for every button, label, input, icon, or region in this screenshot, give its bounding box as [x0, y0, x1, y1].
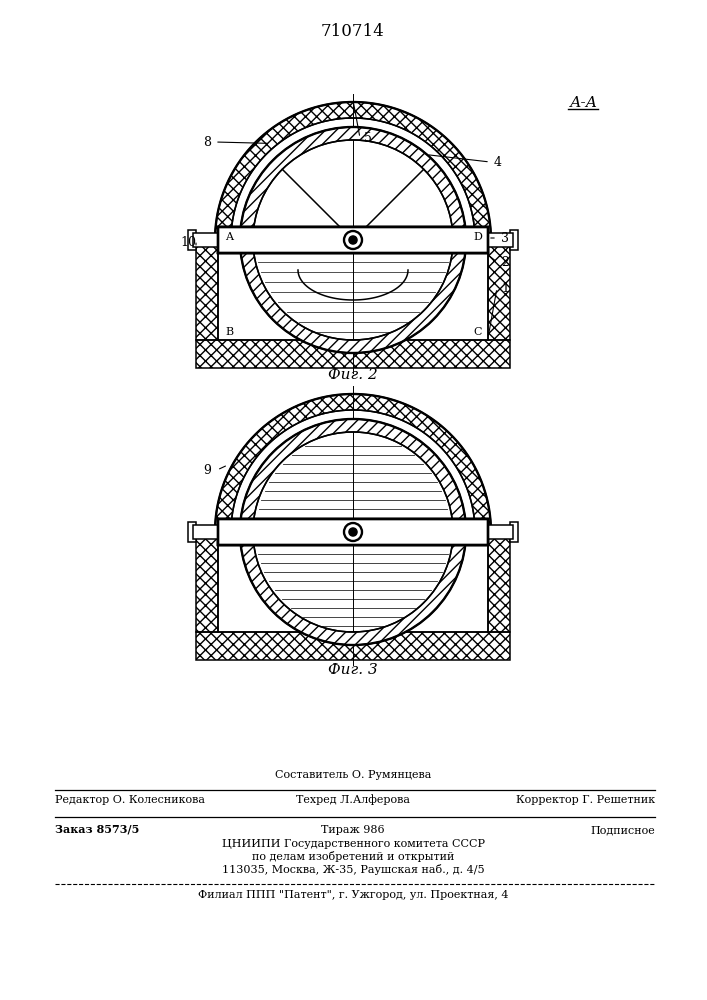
- Bar: [218, 227, 488, 253]
- Text: А-А: А-А: [570, 96, 598, 110]
- Bar: [188, 522, 196, 542]
- Bar: [193, 525, 221, 539]
- Text: по делам изобретений и открытий: по делам изобретений и открытий: [252, 851, 454, 862]
- Bar: [196, 240, 218, 340]
- Bar: [218, 230, 226, 250]
- Bar: [488, 240, 510, 340]
- Bar: [218, 227, 488, 253]
- Circle shape: [349, 528, 357, 536]
- Text: 1: 1: [501, 282, 509, 294]
- Text: 9: 9: [203, 464, 211, 477]
- Text: Заказ 8573/5: Заказ 8573/5: [55, 824, 139, 835]
- Bar: [510, 230, 518, 250]
- Bar: [480, 230, 488, 250]
- Text: ЦНИИПИ Государственного комитета СССР: ЦНИИПИ Государственного комитета СССР: [221, 839, 484, 849]
- Text: 113035, Москва, Ж-35, Раушская наб., д. 4/5: 113035, Москва, Ж-35, Раушская наб., д. …: [222, 864, 484, 875]
- Text: B: B: [225, 327, 233, 337]
- Circle shape: [349, 236, 357, 244]
- Bar: [480, 522, 488, 542]
- Text: Подписное: Подписное: [590, 825, 655, 835]
- Bar: [193, 233, 221, 247]
- Bar: [488, 532, 510, 632]
- Text: C: C: [473, 327, 481, 337]
- Text: Тираж 986: Тираж 986: [321, 825, 385, 835]
- Text: Составитель О. Румянцева: Составитель О. Румянцева: [275, 770, 431, 780]
- Text: Филиал ППП "Патент", г. Ужгород, ул. Проектная, 4: Филиал ППП "Патент", г. Ужгород, ул. Про…: [198, 890, 508, 900]
- Text: 710714: 710714: [321, 23, 385, 40]
- Bar: [218, 227, 488, 253]
- Bar: [196, 532, 218, 632]
- Circle shape: [344, 523, 362, 541]
- Bar: [485, 233, 513, 247]
- Circle shape: [344, 231, 362, 249]
- Bar: [218, 519, 488, 545]
- Polygon shape: [240, 127, 466, 353]
- Bar: [196, 632, 510, 660]
- Text: Техред Л.Алферова: Техред Л.Алферова: [296, 794, 410, 805]
- Bar: [218, 519, 488, 545]
- Text: 10: 10: [180, 236, 196, 249]
- Text: 2: 2: [501, 255, 509, 268]
- Bar: [218, 519, 488, 545]
- Bar: [218, 240, 488, 340]
- Bar: [196, 340, 510, 368]
- Bar: [218, 227, 488, 253]
- Text: A: A: [225, 232, 233, 242]
- Text: D: D: [473, 232, 482, 242]
- Text: 5: 5: [364, 131, 372, 144]
- Bar: [218, 522, 226, 542]
- Text: Фиг. 3: Фиг. 3: [328, 663, 378, 677]
- Text: Корректор Г. Решетник: Корректор Г. Решетник: [516, 795, 655, 805]
- Bar: [510, 522, 518, 542]
- Polygon shape: [240, 419, 466, 645]
- Text: 4: 4: [494, 155, 502, 168]
- Bar: [188, 230, 196, 250]
- Bar: [485, 525, 513, 539]
- Bar: [218, 532, 488, 632]
- Text: 3: 3: [501, 232, 509, 244]
- Text: 8: 8: [203, 135, 211, 148]
- Text: Редактор О. Колесникова: Редактор О. Колесникова: [55, 795, 205, 805]
- Bar: [218, 519, 488, 545]
- Text: Фиг. 2: Фиг. 2: [328, 368, 378, 382]
